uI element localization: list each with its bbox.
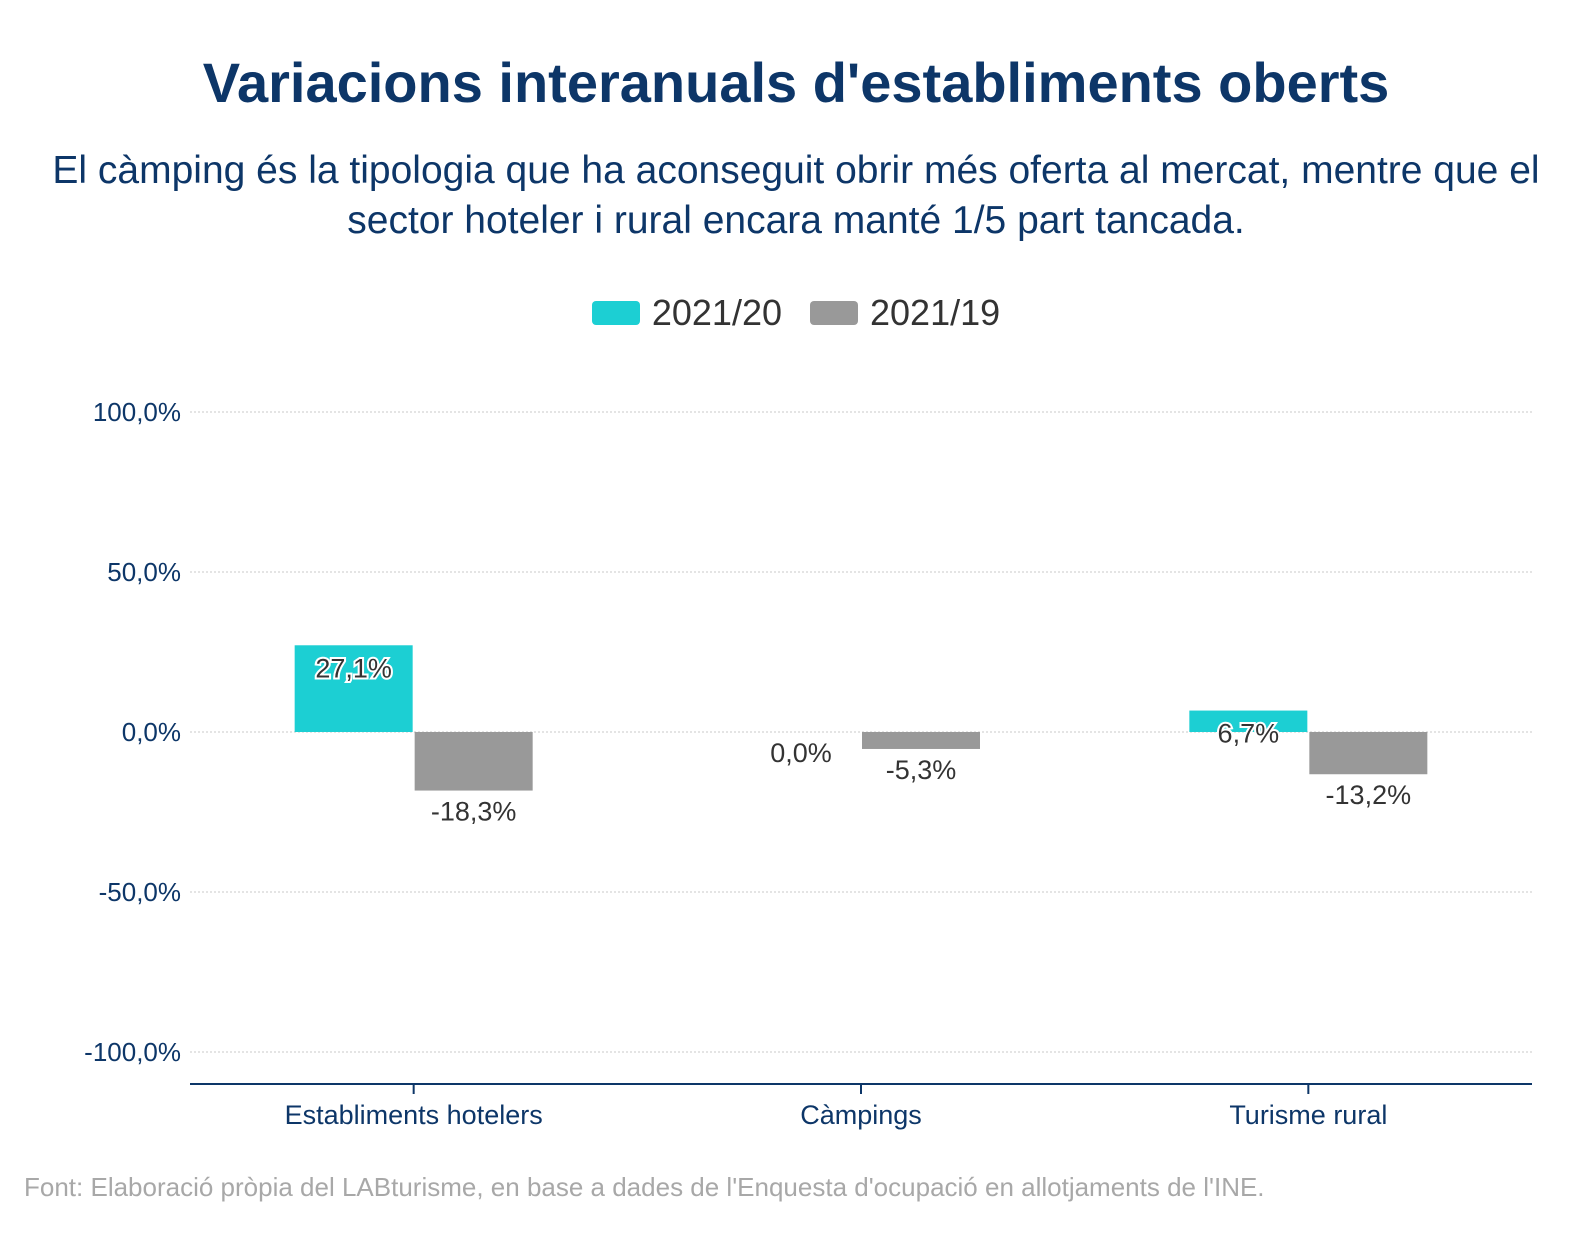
y-tick-label: 50,0% xyxy=(107,557,181,587)
chart-title: Variacions interanuals d'establiments ob… xyxy=(202,51,1390,114)
y-tick-label: 0,0% xyxy=(122,717,181,747)
legend-item-2021-19[interactable]: 2021/19 xyxy=(810,292,1000,334)
legend-item-2021-20[interactable]: 2021/20 xyxy=(591,292,782,334)
data-label: 27,1% xyxy=(315,653,392,683)
legend-swatch-2021-19 xyxy=(810,301,858,325)
y-tick-label: -50,0% xyxy=(99,877,181,907)
legend-label-2021-19: 2021/19 xyxy=(870,292,1001,333)
bar xyxy=(862,732,980,749)
x-tick-label: Càmpings xyxy=(800,1100,922,1130)
x-tick-label: Turisme rural xyxy=(1229,1100,1387,1130)
data-label: 6,7% xyxy=(1218,719,1280,749)
bar xyxy=(1189,710,1308,732)
chart-subtitle: El càmping és la tipologia que ha aconse… xyxy=(52,149,1540,242)
data-label: 0,0% xyxy=(770,738,832,768)
legend: 2021/20 2021/19 xyxy=(0,292,1592,334)
x-tick-label: Establiments hotelers xyxy=(285,1100,543,1130)
data-label: -13,2% xyxy=(1326,780,1412,810)
bar-chart: 100,0% 50,0% 0,0% -50,0% -100,0% Establiments… xyxy=(84,397,1532,1130)
data-label: -18,3% xyxy=(431,797,517,827)
legend-label-2021-20: 2021/20 xyxy=(651,292,782,333)
bar xyxy=(1309,732,1428,775)
y-tick-label: -100,0% xyxy=(84,1037,181,1067)
data-label: -5,3% xyxy=(886,755,957,785)
bar xyxy=(414,732,533,791)
source-note: Font: Elaboració pròpia del LABturisme, … xyxy=(24,1172,1265,1202)
y-tick-label: 100,0% xyxy=(93,397,181,427)
legend-swatch-2021-20 xyxy=(591,301,640,325)
bar xyxy=(294,645,413,732)
